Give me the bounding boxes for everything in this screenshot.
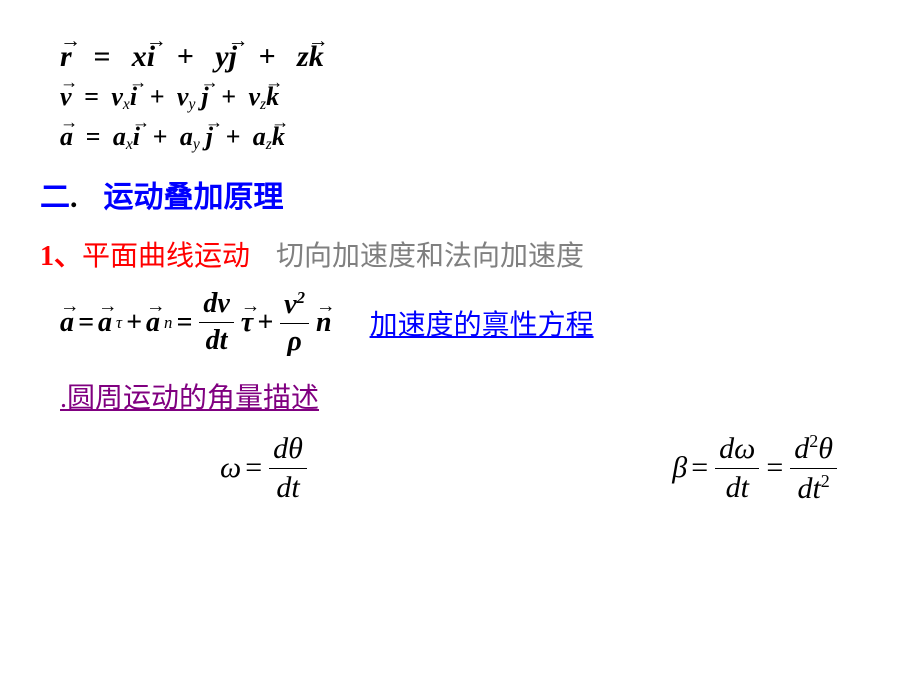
link-angular-description[interactable]: .圆周运动的角量描述 [60, 383, 319, 414]
vec-r: r [60, 40, 72, 74]
section-number: 二 [40, 172, 70, 216]
item-number: 1、 [40, 234, 82, 274]
section-dot: . [70, 181, 78, 215]
frac-v2rho: v2 ρ [280, 288, 309, 358]
section-2-heading: 二 . 运动叠加原理 [40, 172, 880, 216]
basis-k: k [309, 40, 324, 74]
term-x: x [132, 40, 147, 73]
equation-intrinsic-accel: a = aτ + an = dv dt τ + v2 ρ n [60, 288, 332, 358]
angular-equations-row: ω = dθ dt β = dω dt = d2θ dt2 [40, 431, 880, 506]
slide-content: r = xi + yj + zk v = vxi + vyj + vzk a =… [0, 0, 920, 525]
unit-n: n [316, 307, 332, 339]
equation-a-vector: a = axi + ayj + azk [60, 122, 880, 154]
equation-intrinsic-accel-row: a = aτ + an = dv dt τ + v2 ρ n 加速度的禀性方程 [60, 288, 880, 358]
section-title: 运动叠加原理 [104, 172, 284, 216]
item-title: 平面曲线运动 [82, 234, 250, 274]
link-angular-row: .圆周运动的角量描述 [60, 376, 880, 416]
equation-r-vector: r = xi + yj + zk [60, 40, 880, 74]
basis-i: i [147, 40, 155, 74]
unit-tau: τ [241, 307, 253, 339]
vec-a: a [60, 122, 73, 152]
link-intrinsic-equation[interactable]: 加速度的禀性方程 [370, 303, 594, 343]
vec-v: v [60, 82, 72, 112]
item-1-heading: 1、 平面曲线运动 切向加速度和法向加速度 [40, 234, 880, 274]
item-subtitle: 切向加速度和法向加速度 [276, 234, 584, 274]
equation-beta: β = dω dt = d2θ dt2 [672, 431, 840, 506]
equation-omega: ω = dθ dt [220, 431, 310, 506]
equation-v-vector: v = vxi + vyj + vzk [60, 82, 880, 114]
basis-j: j [229, 40, 237, 74]
frac-dvdt: dv dt [199, 288, 233, 357]
